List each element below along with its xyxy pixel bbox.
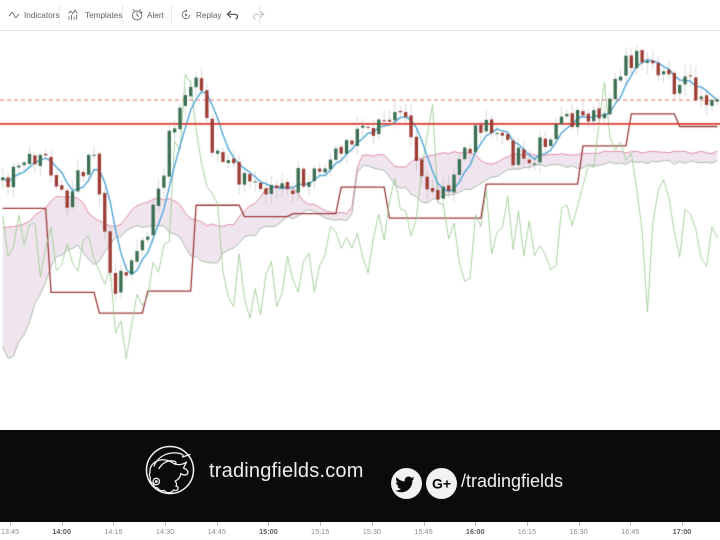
svg-text:G+: G+	[432, 476, 451, 492]
